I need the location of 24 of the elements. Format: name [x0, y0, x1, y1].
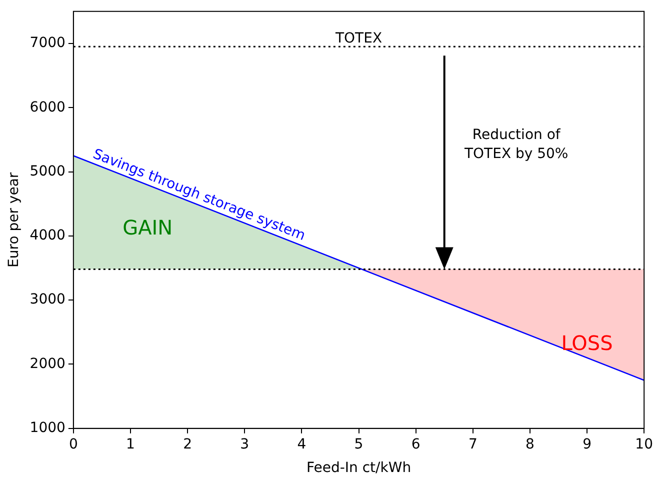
x-tick-label: 8 — [526, 436, 534, 452]
x-tick-label: 1 — [126, 436, 135, 452]
x-tick-label: 2 — [183, 436, 192, 452]
y-tick-label: 7000 — [30, 35, 66, 52]
annotation: LOSS — [561, 331, 613, 356]
x-tick-label: 7 — [468, 436, 478, 452]
x-tick-label: 10 — [635, 436, 654, 452]
x-tick-label: 5 — [354, 436, 364, 452]
annotation: Reduction of TOTEX by 50% — [463, 127, 568, 162]
annotation: GAIN — [122, 216, 173, 240]
y-tick-label: 2000 — [30, 356, 66, 372]
x-tick-label: 3 — [240, 436, 250, 452]
x-tick-label: 6 — [411, 436, 420, 452]
x-axis-title: Feed-In ct/kWh — [306, 460, 412, 476]
x-tick-label: 4 — [297, 436, 306, 452]
y-tick-label: 3000 — [30, 292, 66, 308]
ref-line-label: TOTEX — [334, 30, 382, 46]
y-tick-label: 4000 — [30, 228, 66, 244]
y-tick-label: 6000 — [30, 99, 66, 116]
y-tick-label: 1000 — [30, 420, 66, 436]
x-tick-label: 0 — [68, 436, 78, 452]
y-axis-title: Euro per year — [6, 172, 22, 268]
x-tick-label: 9 — [582, 436, 592, 452]
y-tick-label: 5000 — [30, 163, 66, 180]
